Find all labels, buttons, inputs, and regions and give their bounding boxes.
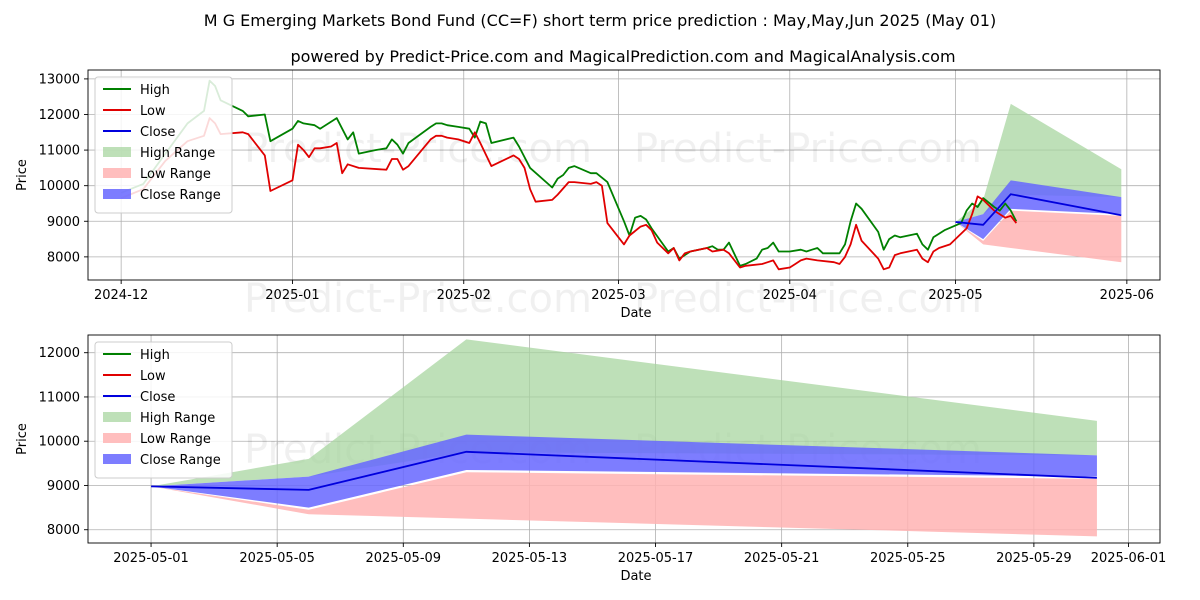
bottom-y-axis-label: Price [15,423,30,455]
top-legend-label: Close [140,125,175,140]
bottom-x-tick-label: 2025-05-17 [618,551,694,566]
bottom-x-tick-label: 2025-05-01 [113,551,189,566]
bottom-y-tick-label: 8000 [47,523,80,538]
top-legend-label: High Range [140,146,215,161]
bottom-y-tick-label: 10000 [39,435,80,450]
bottom-x-tick-label: 2025-05-21 [744,551,820,566]
bottom-x-tick-label: 2025-06-01 [1091,551,1167,566]
bottom-axes-frame [87,334,1161,544]
top-high-line [120,79,1018,267]
top-low-line [120,117,1018,271]
bottom-legend: High Low Close High Range Low Range Close Ran… [94,341,233,479]
bottom-legend-swatch [103,412,131,422]
top-legend-swatch [103,189,131,199]
top-x-tick-label: 2025-03 [591,288,645,303]
bottom-x-tick-label: 2025-05-09 [366,551,442,566]
top-x-tick-label: 2025-02 [437,288,491,303]
top-y-tick-label: 12000 [39,108,80,123]
top-y-tick-label: 9000 [47,215,80,230]
top-low-range-band [955,210,1122,263]
top-y-axis-label: Price [15,159,30,191]
top-watermark: Predict-Price.com [634,276,982,322]
top-legend: High Low Close High Range Low Range Close Ran… [94,76,233,214]
top-x-tick-label: 2025-01 [265,288,319,303]
bottom-x-tick-label: 2025-05-29 [996,551,1072,566]
bottom-legend-label: Low Range [140,432,211,447]
top-legend-swatch [103,147,131,157]
bottom-low-range-band [151,472,1097,537]
top-close-line [955,193,1122,226]
bottom-legend-label: High Range [140,411,215,426]
top-y-tick-label: 11000 [39,144,80,159]
top-x-axis-label: Date [620,306,651,321]
top-y-tick-label: 8000 [47,250,80,265]
chart-subtitle: powered by Predict-Price.com and Magical… [290,47,955,66]
top-panel: Predict-Price.com Predict-Price.com Predic… [15,69,1161,322]
top-legend-label: High [140,83,170,98]
bottom-y-tick-label: 9000 [47,479,80,494]
bottom-y-tick-label: 11000 [39,390,80,405]
bottom-legend-swatch [103,454,131,464]
bottom-x-axis-label: Date [620,569,651,584]
bottom-legend-swatch [103,433,131,443]
top-x-tick-label: 2025-06 [1100,288,1154,303]
chart-title: M G Emerging Markets Bond Fund (CC=F) sh… [204,11,996,30]
top-watermark: Predict-Price.com [634,126,982,172]
bottom-legend-label: High [140,348,170,363]
bottom-x-tick-label: 2025-05-13 [492,551,568,566]
top-close-range-band [955,180,1122,240]
top-watermark: Predict-Price.com [244,276,592,322]
bottom-legend-label: Close [140,390,175,405]
bottom-legend-label: Low [140,369,166,384]
top-y-tick-label: 13000 [39,72,80,87]
top-legend-label: Low [140,104,166,119]
bottom-legend-label: Close Range [140,453,221,468]
top-y-tick-label: 10000 [39,179,80,194]
top-legend-label: Close Range [140,188,221,203]
top-legend-swatch [103,168,131,178]
bottom-close-line [151,450,1097,491]
bottom-close-range-band [151,434,1097,508]
top-legend-label: Low Range [140,167,211,182]
bottom-panel: Predict-Price.comPredict-Price.com2025-0… [15,334,1167,584]
top-x-tick-label: 2025-05 [928,288,982,303]
bottom-x-tick-label: 2025-05-25 [870,551,946,566]
bottom-x-tick-label: 2025-05-05 [239,551,315,566]
top-x-tick-label: 2025-04 [763,288,817,303]
bottom-y-tick-label: 12000 [39,346,80,361]
top-x-tick-label: 2024-12 [94,288,148,303]
top-axes-frame [87,69,1161,281]
top-watermark: Predict-Price.com [244,126,592,172]
